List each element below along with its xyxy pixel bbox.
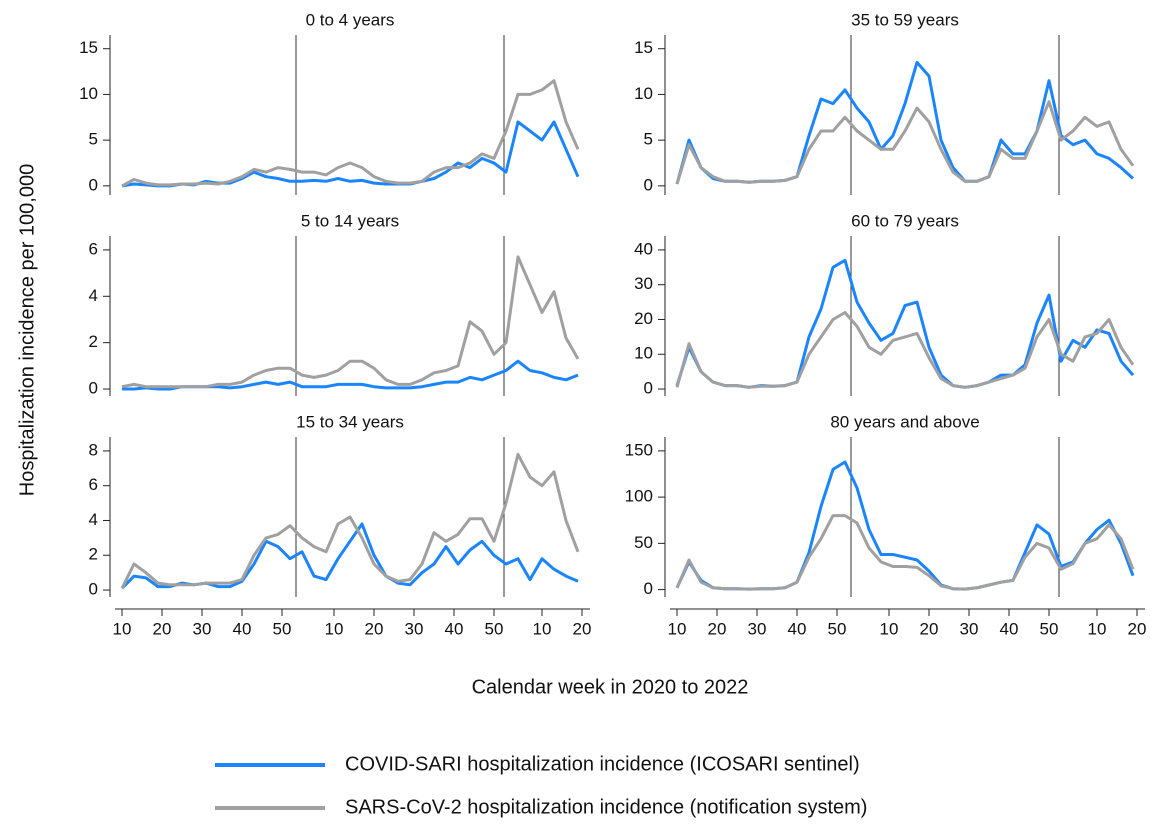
y-tick-label: 4 [89, 510, 98, 529]
y-tick-label: 10 [79, 84, 98, 103]
y-tick-label: 6 [89, 239, 98, 258]
legend-label: COVID-SARI hospitalization incidence (IC… [345, 753, 860, 775]
panel-title: 60 to 79 years [851, 211, 959, 230]
series-line [120, 452, 580, 589]
x-tick-label: 20 [708, 619, 727, 638]
y-tick-label: 4 [89, 286, 98, 305]
x-tick-label: 20 [365, 619, 384, 638]
y-tick-label: 5 [89, 130, 98, 149]
series-line [120, 522, 579, 590]
x-tick-label: 10 [880, 619, 899, 638]
series-line [675, 460, 1135, 591]
panel-title: 35 to 59 years [851, 10, 959, 29]
y-tick-label: 2 [89, 332, 98, 351]
x-tick-label: 50 [485, 619, 504, 638]
y-tick-label: 0 [89, 175, 98, 194]
x-tick-label: 40 [788, 619, 807, 638]
y-tick-label: 10 [634, 84, 653, 103]
x-tick-label: 30 [193, 619, 212, 638]
panel-title: 0 to 4 years [306, 10, 395, 29]
panel-title: 5 to 14 years [301, 211, 399, 230]
panel-title: 80 years and above [830, 412, 979, 431]
x-tick-label: 40 [1000, 619, 1019, 638]
x-tick-label: 50 [828, 619, 847, 638]
x-tick-label: 10 [668, 619, 687, 638]
x-tick-label: 20 [920, 619, 939, 638]
y-tick-label: 0 [644, 579, 653, 598]
y-tick-label: 20 [634, 309, 653, 328]
y-tick-label: 6 [89, 475, 98, 494]
y-tick-label: 100 [625, 487, 653, 506]
y-tick-label: 5 [644, 130, 653, 149]
series-line [675, 258, 1135, 389]
y-tick-label: 8 [89, 440, 98, 459]
y-tick-label: 0 [89, 379, 98, 398]
series-line [121, 255, 580, 389]
y-tick-label: 30 [634, 274, 653, 293]
panel-title: 15 to 34 years [296, 412, 404, 431]
series-line [121, 79, 580, 188]
series-line [675, 514, 1135, 591]
y-tick-label: 15 [79, 38, 98, 57]
y-tick-label: 0 [644, 175, 653, 194]
x-tick-label: 20 [1128, 619, 1147, 638]
series-line [121, 120, 580, 188]
y-tick-label: 2 [89, 545, 98, 564]
x-axis-label: Calendar week in 2020 to 2022 [472, 676, 749, 698]
series-line [675, 100, 1135, 185]
x-tick-label: 10 [533, 619, 552, 638]
x-tick-label: 10 [1088, 619, 1107, 638]
x-tick-label: 20 [153, 619, 172, 638]
y-tick-label: 150 [625, 440, 653, 459]
x-tick-label: 30 [405, 619, 424, 638]
x-tick-label: 30 [748, 619, 767, 638]
y-axis-label: Hospitalization incidence per 100,000 [16, 164, 38, 496]
y-tick-label: 10 [634, 344, 653, 363]
series-line [675, 60, 1135, 185]
x-tick-label: 10 [325, 619, 344, 638]
y-tick-label: 0 [644, 379, 653, 398]
y-tick-label: 0 [89, 580, 98, 599]
x-tick-label: 30 [960, 619, 979, 638]
x-tick-label: 40 [445, 619, 464, 638]
y-tick-label: 15 [634, 38, 653, 57]
legend-label: SARS-CoV-2 hospitalization incidence (no… [345, 796, 867, 818]
x-tick-label: 10 [113, 619, 132, 638]
series-line [675, 311, 1135, 389]
y-tick-label: 40 [634, 239, 653, 258]
y-tick-label: 50 [634, 533, 653, 552]
x-tick-label: 40 [233, 619, 252, 638]
x-tick-label: 20 [573, 619, 592, 638]
series-line [122, 359, 579, 391]
x-tick-label: 50 [1040, 619, 1059, 638]
x-tick-label: 50 [273, 619, 292, 638]
